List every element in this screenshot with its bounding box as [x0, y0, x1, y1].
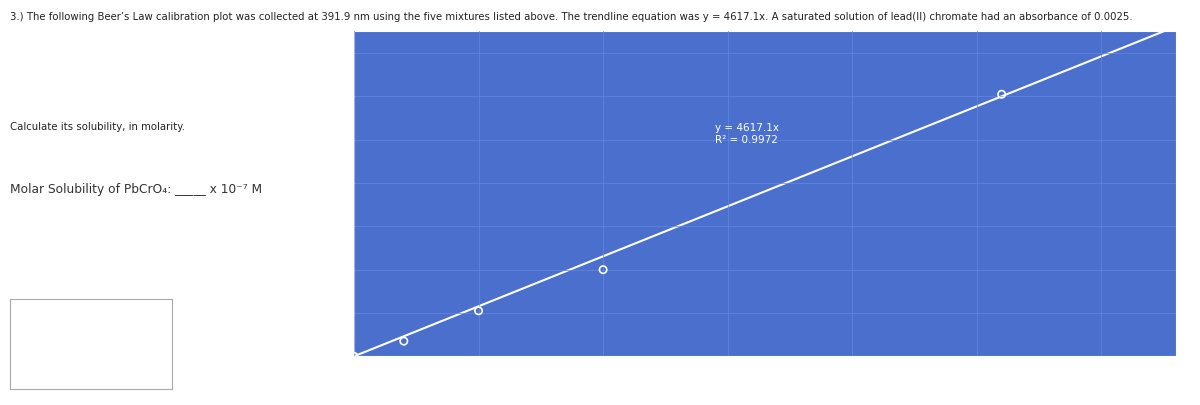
- Point: [594, 267, 613, 273]
- Text: y = 4617.1x
R² = 0.9972: y = 4617.1x R² = 0.9972: [715, 123, 779, 145]
- Point: [344, 353, 364, 360]
- Title: ABSORBANCE VS CHROMATE CONCENTRATION AT 391.9 NM: ABSORBANCE VS CHROMATE CONCENTRATION AT …: [557, 14, 973, 27]
- Y-axis label: Absorbance at 391.9 nm: Absorbance at 391.9 nm: [308, 130, 318, 258]
- Text: 3.) The following Beer’s Law calibration plot was collected at 391.9 nm using th: 3.) The following Beer’s Law calibration…: [10, 12, 1133, 22]
- Point: [395, 338, 414, 345]
- X-axis label: Chromate concentration (mol.L): Chromate concentration (mol.L): [682, 381, 848, 391]
- Point: [992, 92, 1012, 98]
- Text: Calculate its solubility, in molarity.: Calculate its solubility, in molarity.: [10, 122, 185, 132]
- Point: [469, 308, 488, 314]
- Text: Molar Solubility of PbCrO₄: _____ x 10⁻⁷ M: Molar Solubility of PbCrO₄: _____ x 10⁻⁷…: [10, 182, 262, 195]
